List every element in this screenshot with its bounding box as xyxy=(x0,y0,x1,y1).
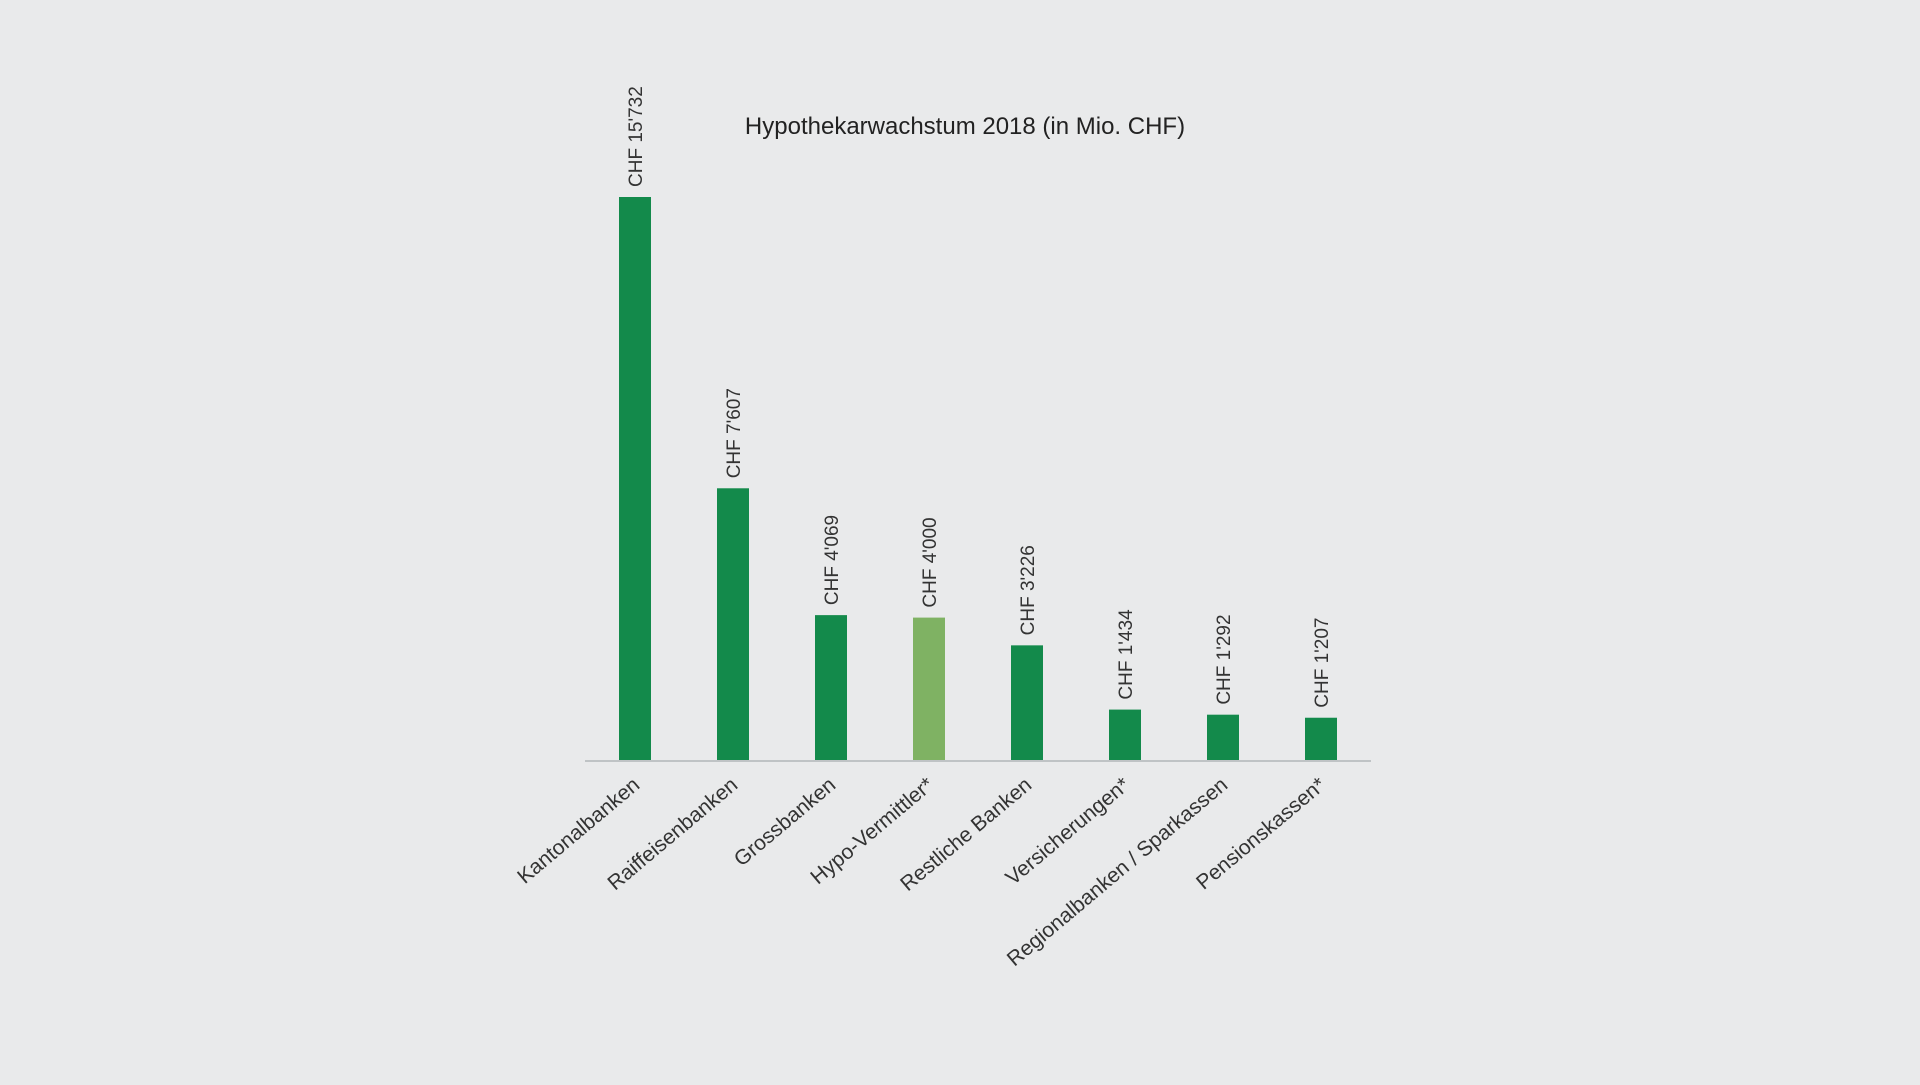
value-label-pensionskassen: CHF 1'207 xyxy=(1312,617,1333,707)
category-labels-group: KantonalbankenRaiffeisenbankenGrossbanke… xyxy=(513,773,1330,971)
bar-kantonalbanken xyxy=(619,197,651,761)
value-label-kantonalbanken: CHF 15'732 xyxy=(626,86,647,187)
bar-raiffeisenbanken xyxy=(717,488,749,761)
value-label-raiffeisenbanken: CHF 7'607 xyxy=(724,388,745,478)
value-label-hypo-vermittler: CHF 4'000 xyxy=(920,517,941,607)
bar-versicherungen xyxy=(1109,709,1141,761)
bars-group xyxy=(619,197,1337,761)
value-label-versicherungen: CHF 1'434 xyxy=(1116,609,1137,700)
value-labels-group: CHF 15'732 CHF 7'607 CHF 4'069 CHF 4'000 CHF… xyxy=(626,86,1333,708)
value-label-regionalbanken-sparkassen: CHF 1'292 xyxy=(1214,614,1235,704)
value-label-grossbanken: CHF 4'069 xyxy=(822,515,843,605)
value-label-restliche-banken: CHF 3'226 xyxy=(1018,545,1039,635)
bar-hypo-vermittler xyxy=(913,617,945,761)
chart-title: Hypothekarwachstum 2018 (in Mio. CHF) xyxy=(745,113,1185,140)
bar-regionalbanken-sparkassen xyxy=(1207,714,1239,761)
bar-pensionskassen xyxy=(1305,717,1337,761)
bar-restliche-banken xyxy=(1011,645,1043,761)
bar-grossbanken xyxy=(815,615,847,761)
